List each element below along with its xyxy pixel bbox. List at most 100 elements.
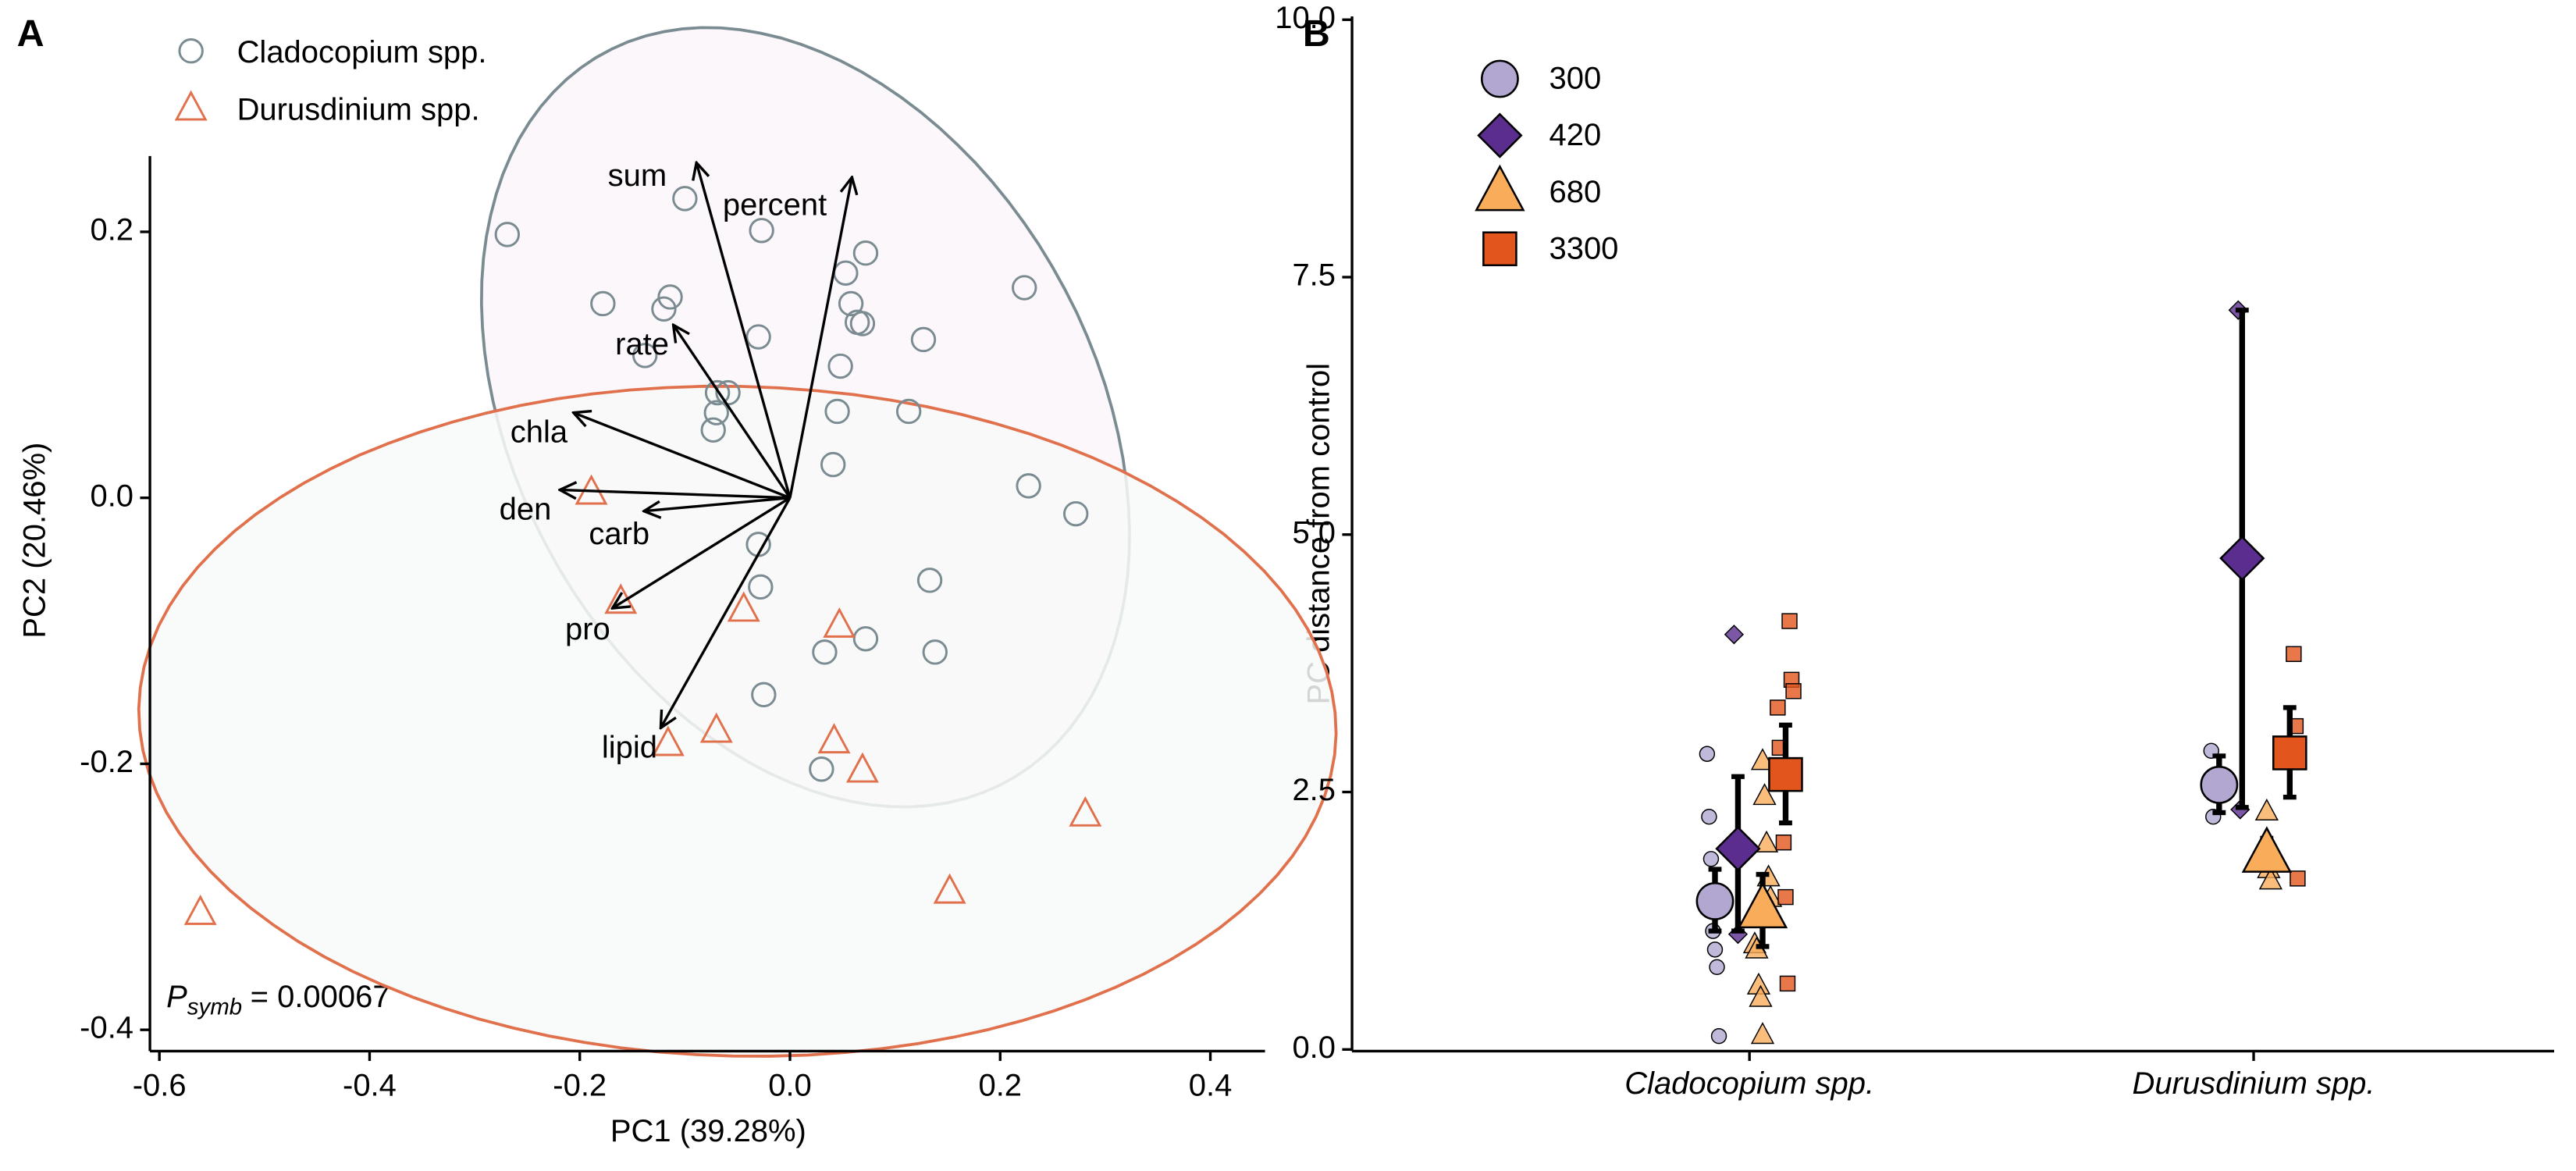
data-point xyxy=(651,296,677,322)
raw-point xyxy=(1754,830,1779,852)
data-point xyxy=(916,568,943,593)
data-point xyxy=(809,756,834,782)
data-point xyxy=(817,723,851,754)
confidence-ellipse xyxy=(137,384,1338,1058)
legend-marker xyxy=(178,38,204,64)
annotation-text: = 0.00067 xyxy=(251,980,390,1014)
loading-arrow xyxy=(674,325,792,499)
raw-point xyxy=(1779,975,1796,992)
data-point xyxy=(852,240,879,266)
x-tick-label: 0.2 xyxy=(978,1068,1022,1102)
x-tick-label: -0.2 xyxy=(553,1068,607,1102)
mean-marker xyxy=(1768,756,1803,792)
mean-marker xyxy=(1695,881,1735,920)
raw-point xyxy=(1749,984,1773,1007)
data-point xyxy=(922,639,948,665)
x-tick-label: 0.0 xyxy=(768,1068,812,1102)
legend-marker xyxy=(1480,59,1519,98)
data-point xyxy=(1016,473,1041,499)
raw-point xyxy=(2258,867,2283,890)
data-point xyxy=(1063,500,1089,527)
data-point xyxy=(748,574,774,600)
y-tick-label: 0.0 xyxy=(1292,1030,1336,1065)
data-point xyxy=(1069,795,1102,827)
data-point xyxy=(700,417,726,443)
loading-arrow xyxy=(574,413,791,500)
x-tick-label: Cladocopium spp. xyxy=(1624,1066,1874,1101)
raw-point xyxy=(1724,625,1745,645)
mean-marker xyxy=(2272,735,2307,771)
loading-label: lipid xyxy=(602,730,657,764)
raw-point xyxy=(1750,1022,1775,1045)
data-point xyxy=(812,639,838,665)
loading-arrow xyxy=(560,489,791,497)
data-point xyxy=(494,222,521,247)
raw-point xyxy=(2290,870,2306,887)
mean-marker xyxy=(2241,826,2293,873)
y-tick-label: 5.0 xyxy=(1292,515,1336,550)
loading-arrow xyxy=(788,177,852,499)
x-tick-label: -0.6 xyxy=(133,1068,187,1102)
y-tick-label: -0.2 xyxy=(80,745,133,779)
data-point xyxy=(632,343,658,368)
data-point xyxy=(751,682,777,708)
loading-label: carb xyxy=(589,517,649,551)
y-tick-label: 0.2 xyxy=(90,213,133,247)
raw-point xyxy=(1752,783,1777,806)
data-point xyxy=(933,873,966,904)
loading-label: pro xyxy=(565,612,610,646)
data-point xyxy=(827,353,853,379)
raw-point xyxy=(1785,683,1802,699)
x-tick-label: Durusdinium spp. xyxy=(2133,1066,2375,1101)
legend-label: Durusdinium spp. xyxy=(237,93,480,127)
x-tick-label: -0.4 xyxy=(343,1068,397,1102)
legend-label: 420 xyxy=(1550,118,1602,152)
panel-label: B xyxy=(1303,12,1330,55)
legend-marker xyxy=(1475,164,1525,212)
legend-label: Cladocopium spp. xyxy=(237,35,487,69)
y-tick-label: -0.4 xyxy=(80,1011,133,1045)
y-tick-label: 7.5 xyxy=(1292,258,1336,293)
loading-arrow xyxy=(644,497,791,511)
mean-marker xyxy=(1715,825,1761,872)
raw-point xyxy=(1777,888,1794,906)
y-axis-title: PC2 (20.46%) xyxy=(17,443,52,639)
loading-label: chla xyxy=(511,415,568,450)
raw-point xyxy=(1770,699,1786,716)
loading-label: rate xyxy=(615,327,669,361)
data-point xyxy=(699,712,733,743)
data-point xyxy=(749,218,774,244)
raw-point xyxy=(2254,798,2279,820)
data-point xyxy=(657,284,683,310)
y-tick-label: 2.5 xyxy=(1292,773,1336,807)
data-point xyxy=(824,398,850,425)
raw-point xyxy=(1706,941,1724,958)
data-point xyxy=(183,894,217,925)
raw-point xyxy=(1703,851,1720,867)
data-point xyxy=(895,398,922,425)
loading-arrow xyxy=(612,497,791,608)
loading-label: den xyxy=(500,492,552,526)
x-axis-title: PC1 (39.28%) xyxy=(610,1114,806,1148)
y-tick-label: 0.0 xyxy=(90,479,133,513)
loading-arrow xyxy=(696,162,792,499)
raw-point xyxy=(1710,1027,1727,1045)
data-point xyxy=(838,290,864,317)
legend-marker xyxy=(1482,231,1517,267)
annotation: Psymb = 0.00067 xyxy=(166,980,390,1020)
panel-label: A xyxy=(17,12,44,55)
raw-point xyxy=(1750,748,1775,771)
loading-label: sum xyxy=(608,158,667,193)
annotation-subscript: symb xyxy=(187,995,242,1020)
data-point xyxy=(745,324,771,350)
legend-label: 3300 xyxy=(1550,231,1619,265)
x-tick-label: 0.4 xyxy=(1189,1068,1233,1102)
loading-arrow xyxy=(660,497,792,728)
data-point xyxy=(704,379,731,406)
data-point xyxy=(849,311,876,336)
mean-marker xyxy=(1737,881,1788,929)
annotation-symbol: P xyxy=(166,980,187,1014)
data-point xyxy=(820,451,846,478)
